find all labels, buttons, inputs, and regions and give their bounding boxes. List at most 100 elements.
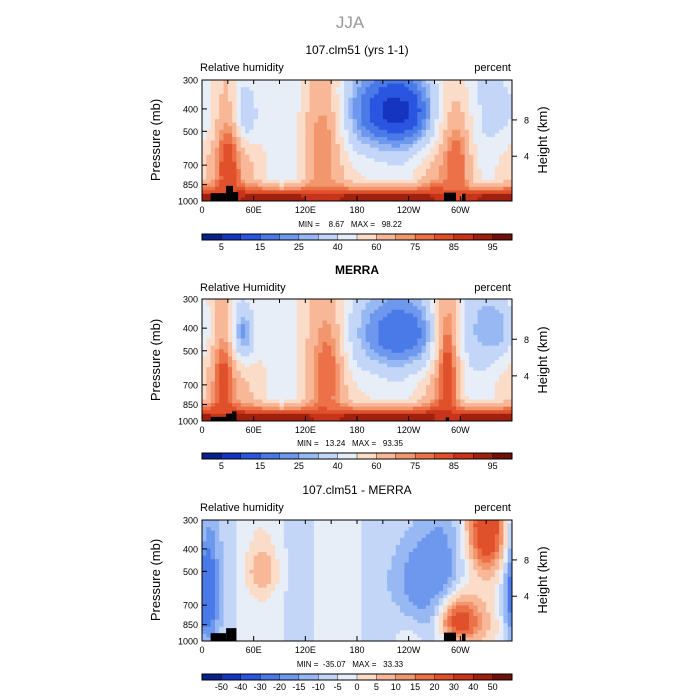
contour-cell: [309, 334, 315, 339]
contour-cell: [331, 388, 336, 393]
contour-cell: [318, 108, 323, 113]
contour-cell: [412, 161, 418, 166]
contour-cell: [309, 147, 315, 152]
contour-cell: [421, 316, 427, 321]
contour-cell: [275, 331, 280, 336]
contour-cell: [421, 119, 427, 124]
contour-cell: [430, 158, 435, 163]
contour-cell: [391, 370, 397, 375]
contour-cell: [331, 140, 336, 145]
contour-cell: [253, 299, 259, 303]
contour-cell: [357, 331, 362, 336]
contour-cell: [357, 338, 362, 343]
contour-cell: [305, 388, 311, 393]
contour-cell: [460, 104, 466, 109]
contour-cell: [322, 190, 328, 195]
contour-cell: [473, 309, 478, 314]
contour-cell: [464, 367, 470, 372]
contour-cell: [494, 327, 500, 332]
contour-cell: [443, 331, 448, 336]
contour-cell: [378, 158, 384, 163]
contour-cell: [283, 158, 289, 163]
contour-cell: [369, 90, 375, 95]
contour-cell: [391, 334, 397, 339]
contour-cell: [382, 410, 388, 415]
contour-cell: [301, 313, 306, 318]
contour-cell: [443, 115, 448, 120]
contour-cell: [473, 165, 478, 170]
contour-cell: [365, 349, 371, 354]
contour-cell: [335, 126, 341, 131]
contour-cell: [404, 399, 410, 404]
contour-cell: [395, 388, 401, 393]
contour-cell: [339, 176, 345, 181]
contour-cell: [232, 356, 237, 361]
contour-cell: [421, 83, 427, 88]
terrain-block: [226, 185, 233, 201]
contour-cell: [507, 370, 512, 375]
contour-cell: [219, 370, 224, 375]
contour-cell: [279, 115, 285, 120]
contour-cell: [408, 316, 414, 321]
contour-cell: [292, 115, 298, 120]
contour-cell: [378, 80, 384, 84]
contour-cell: [438, 331, 444, 336]
contour-cell: [344, 112, 349, 116]
contour-cell: [326, 119, 332, 124]
contour-cell: [374, 342, 379, 347]
contour-cell: [214, 392, 220, 397]
contour-cell: [352, 161, 358, 166]
contour-cell: [468, 161, 474, 166]
contour-cell: [240, 104, 246, 109]
contour-cell: [425, 316, 431, 321]
contour-cell: [240, 324, 246, 329]
contour-cell: [223, 126, 229, 131]
contour-cell: [348, 413, 354, 418]
contour-cell: [400, 136, 405, 141]
contour-cell: [378, 349, 384, 354]
contour-cell: [257, 101, 263, 106]
contour-cell: [344, 338, 349, 343]
contour-cell: [227, 172, 233, 177]
contour-cell: [283, 140, 289, 145]
contour-cell: [275, 392, 280, 397]
contour-cell: [464, 140, 470, 145]
contour-cell: [503, 381, 509, 386]
contour-cell: [408, 417, 414, 421]
contour-cell: [382, 154, 388, 159]
contour-cell: [468, 381, 474, 386]
contour-cell: [468, 119, 474, 124]
contour-cell: [365, 399, 371, 404]
contour-cell: [503, 136, 509, 141]
panel-1-y2label: Height (km): [535, 106, 550, 173]
contour-cell: [245, 122, 250, 127]
contour-cell: [296, 151, 302, 156]
contour-cell: [417, 374, 422, 379]
contour-cell: [313, 151, 319, 156]
contour-cell: [473, 352, 478, 357]
contour-cell: [438, 168, 444, 173]
contour-cell: [395, 97, 401, 102]
contour-cell: [326, 179, 332, 184]
contour-cell: [257, 345, 263, 350]
contour-cell: [232, 94, 237, 99]
contour-cell: [443, 327, 448, 332]
contour-cell: [412, 158, 418, 163]
contour-cell: [507, 306, 512, 311]
contour-cell: [357, 356, 362, 361]
contour-cell: [378, 112, 384, 116]
contour-cell: [236, 338, 242, 343]
contour-cell: [283, 406, 289, 411]
contour-cell: [421, 80, 427, 84]
contour-cell: [335, 363, 341, 368]
contour-cell: [503, 193, 509, 198]
contour-cell: [318, 80, 323, 84]
contour-cell: [266, 356, 272, 361]
contour-cell: [292, 299, 298, 303]
contour-cell: [288, 324, 293, 329]
contour-cell: [374, 176, 379, 181]
contour-cell: [481, 179, 487, 184]
contour-cell: [270, 342, 276, 347]
contour-cell: [335, 367, 341, 372]
panel-2-y2label: Height (km): [535, 326, 550, 393]
